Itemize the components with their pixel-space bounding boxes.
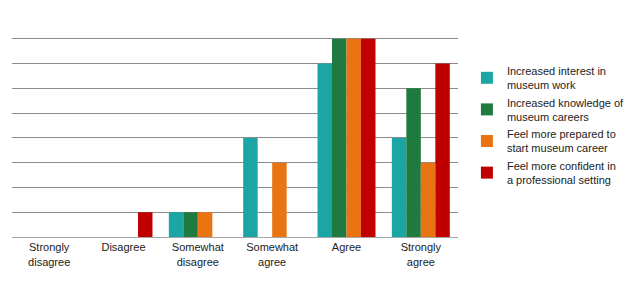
- svg-text:Increased interest inmuseum wo: Increased interest inmuseum work: [507, 65, 606, 91]
- svg-text:Somewhatagree: Somewhatagree: [246, 241, 298, 267]
- svg-text:Somewhatdisagree: Somewhatdisagree: [172, 241, 224, 267]
- svg-text:Feel more confident ina profes: Feel more confident ina professional set…: [507, 160, 616, 186]
- svg-text:Disagree: Disagree: [101, 241, 145, 253]
- svg-text:Feel more prepared tostart mus: Feel more prepared tostart museum career: [507, 128, 616, 154]
- svg-text:Increased knowledge ofmuseum c: Increased knowledge ofmuseum careers: [507, 97, 624, 123]
- svg-text:Stronglyagree: Stronglyagree: [401, 241, 442, 267]
- svg-text:Agree: Agree: [332, 241, 361, 253]
- svg-text:Stronglydisagree: Stronglydisagree: [28, 241, 70, 267]
